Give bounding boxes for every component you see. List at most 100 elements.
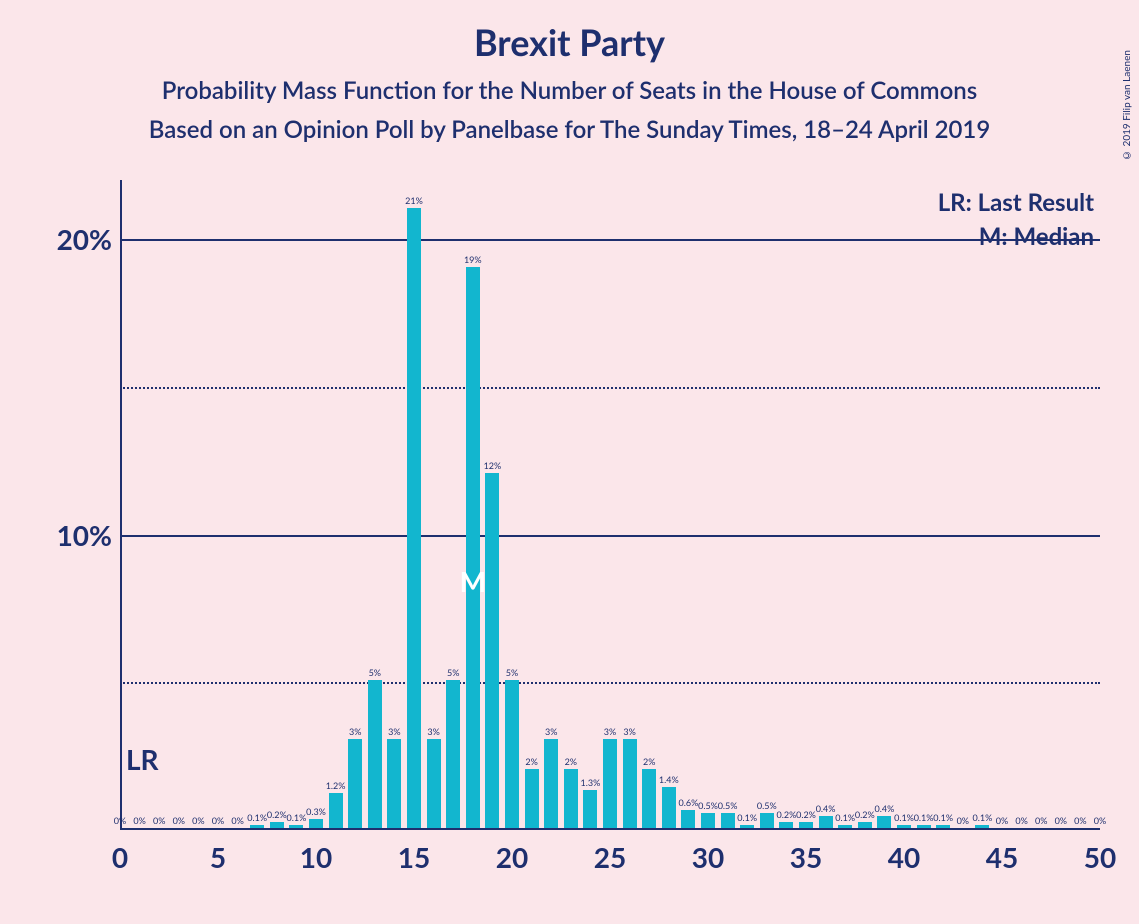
bar-value-label: 0.2% bbox=[796, 809, 816, 820]
bar-value-label: 2% bbox=[565, 756, 577, 767]
x-tick-label: 30 bbox=[692, 840, 724, 874]
y-tick-label: 20% bbox=[57, 222, 112, 256]
bar-value-label: 0.1% bbox=[247, 812, 267, 823]
bar-value-label: 0.1% bbox=[894, 812, 914, 823]
bar-value-label: 0.3% bbox=[306, 806, 326, 817]
bar: 0.1% bbox=[975, 825, 989, 828]
bar-value-label: 3% bbox=[388, 726, 400, 737]
bar-value-label: 0.5% bbox=[757, 800, 777, 811]
bar: 2% bbox=[564, 769, 578, 828]
bar: 3% bbox=[544, 739, 558, 828]
bar-value-label: 5% bbox=[506, 667, 518, 678]
bars-container: 0%0%0%0%0%0%0%0.1%0.2%0.1%0.3%1.2%3%5%3%… bbox=[120, 180, 1100, 830]
bar-value-label: 0.1% bbox=[737, 812, 757, 823]
x-tick-label: 40 bbox=[888, 840, 920, 874]
bar-value-label: 21% bbox=[405, 195, 423, 206]
bar: 0.1% bbox=[838, 825, 852, 828]
bar-value-label: 0% bbox=[957, 815, 969, 826]
bar-value-label: 3% bbox=[623, 726, 635, 737]
x-tick-label: 10 bbox=[300, 840, 332, 874]
bar-value-label: 0% bbox=[1094, 815, 1106, 826]
bar-value-label: 0.1% bbox=[835, 812, 855, 823]
bar: 3% bbox=[427, 739, 441, 828]
chart-subtitle-1: Probability Mass Function for the Number… bbox=[0, 76, 1139, 105]
bar-value-label: 0% bbox=[1074, 815, 1086, 826]
bar: 0.2% bbox=[270, 822, 284, 828]
bar-value-label: 0% bbox=[1035, 815, 1047, 826]
bar-value-label: 3% bbox=[604, 726, 616, 737]
bar: 3% bbox=[387, 739, 401, 828]
x-tick-label: 45 bbox=[986, 840, 1018, 874]
bar-value-label: 0.5% bbox=[698, 800, 718, 811]
bar: 3% bbox=[348, 739, 362, 828]
bar-value-label: 0% bbox=[133, 815, 145, 826]
bar-value-label: 0% bbox=[231, 815, 243, 826]
bar: 0.2% bbox=[858, 822, 872, 828]
bar: 3% bbox=[603, 739, 617, 828]
median-marker: M bbox=[460, 564, 486, 598]
chart-subtitle-2: Based on an Opinion Poll by Panelbase fo… bbox=[0, 115, 1139, 144]
bar-value-label: 0.1% bbox=[287, 812, 307, 823]
bar: 0.1% bbox=[917, 825, 931, 828]
bar: 1.3% bbox=[583, 790, 597, 828]
x-tick-label: 35 bbox=[790, 840, 822, 874]
bar-value-label: 2% bbox=[643, 756, 655, 767]
bar-value-label: 1.4% bbox=[659, 774, 679, 785]
bar-value-label: 3% bbox=[427, 726, 439, 737]
bar-value-label: 0% bbox=[192, 815, 204, 826]
chart-plot-area: LR: Last Result M: Median 10%20% 0510152… bbox=[120, 180, 1100, 830]
chart-title: Brexit Party bbox=[0, 20, 1139, 64]
bar-value-label: 5% bbox=[447, 667, 459, 678]
bar: 0.5% bbox=[721, 813, 735, 828]
bar: 0.4% bbox=[819, 816, 833, 828]
bar-value-label: 0% bbox=[114, 815, 126, 826]
bar-value-label: 0% bbox=[212, 815, 224, 826]
x-tick-label: 50 bbox=[1084, 840, 1116, 874]
bar-value-label: 0% bbox=[153, 815, 165, 826]
bar-value-label: 0% bbox=[996, 815, 1008, 826]
bar: 21% bbox=[407, 208, 421, 828]
bar-value-label: 1.2% bbox=[326, 780, 346, 791]
bar-value-label: 19% bbox=[464, 254, 482, 265]
bar: 3% bbox=[623, 739, 637, 828]
bar: 0.1% bbox=[897, 825, 911, 828]
bar-value-label: 0.6% bbox=[679, 797, 699, 808]
bar: 0.2% bbox=[799, 822, 813, 828]
bar: 2% bbox=[525, 769, 539, 828]
x-tick-label: 25 bbox=[594, 840, 626, 874]
bar-value-label: 0.5% bbox=[718, 800, 738, 811]
x-tick-label: 5 bbox=[210, 840, 226, 874]
bar: 0.1% bbox=[936, 825, 950, 828]
bar: 0.3% bbox=[309, 819, 323, 828]
bar: 12% bbox=[485, 473, 499, 828]
bar-value-label: 3% bbox=[349, 726, 361, 737]
bar: 5% bbox=[505, 680, 519, 828]
bar-value-label: 0.1% bbox=[933, 812, 953, 823]
x-tick-label: 20 bbox=[496, 840, 528, 874]
bar-value-label: 0% bbox=[1015, 815, 1027, 826]
bar: 0.1% bbox=[289, 825, 303, 828]
copyright-text: © 2019 Filip van Laenen bbox=[1121, 50, 1133, 161]
bar: 19% bbox=[466, 267, 480, 828]
bar-value-label: 0% bbox=[173, 815, 185, 826]
bar-value-label: 2% bbox=[525, 756, 537, 767]
bar: 1.4% bbox=[662, 787, 676, 828]
bar-value-label: 0.2% bbox=[777, 809, 797, 820]
bar-value-label: 3% bbox=[545, 726, 557, 737]
bar: 0.5% bbox=[701, 813, 715, 828]
bar-value-label: 12% bbox=[484, 460, 502, 471]
bar: 5% bbox=[446, 680, 460, 828]
bar-value-label: 0.4% bbox=[816, 803, 836, 814]
bar: 0.1% bbox=[250, 825, 264, 828]
x-tick-label: 15 bbox=[398, 840, 430, 874]
bar-value-label: 1.3% bbox=[581, 777, 601, 788]
bar: 0.5% bbox=[760, 813, 774, 828]
bar-value-label: 0% bbox=[1055, 815, 1067, 826]
x-tick-label: 0 bbox=[112, 840, 128, 874]
bar: 2% bbox=[642, 769, 656, 828]
title-block: Brexit Party Probability Mass Function f… bbox=[0, 0, 1139, 144]
bar: 0.2% bbox=[779, 822, 793, 828]
bar-value-label: 0.2% bbox=[267, 809, 287, 820]
bar: 0.4% bbox=[877, 816, 891, 828]
lr-marker: LR bbox=[126, 742, 159, 776]
